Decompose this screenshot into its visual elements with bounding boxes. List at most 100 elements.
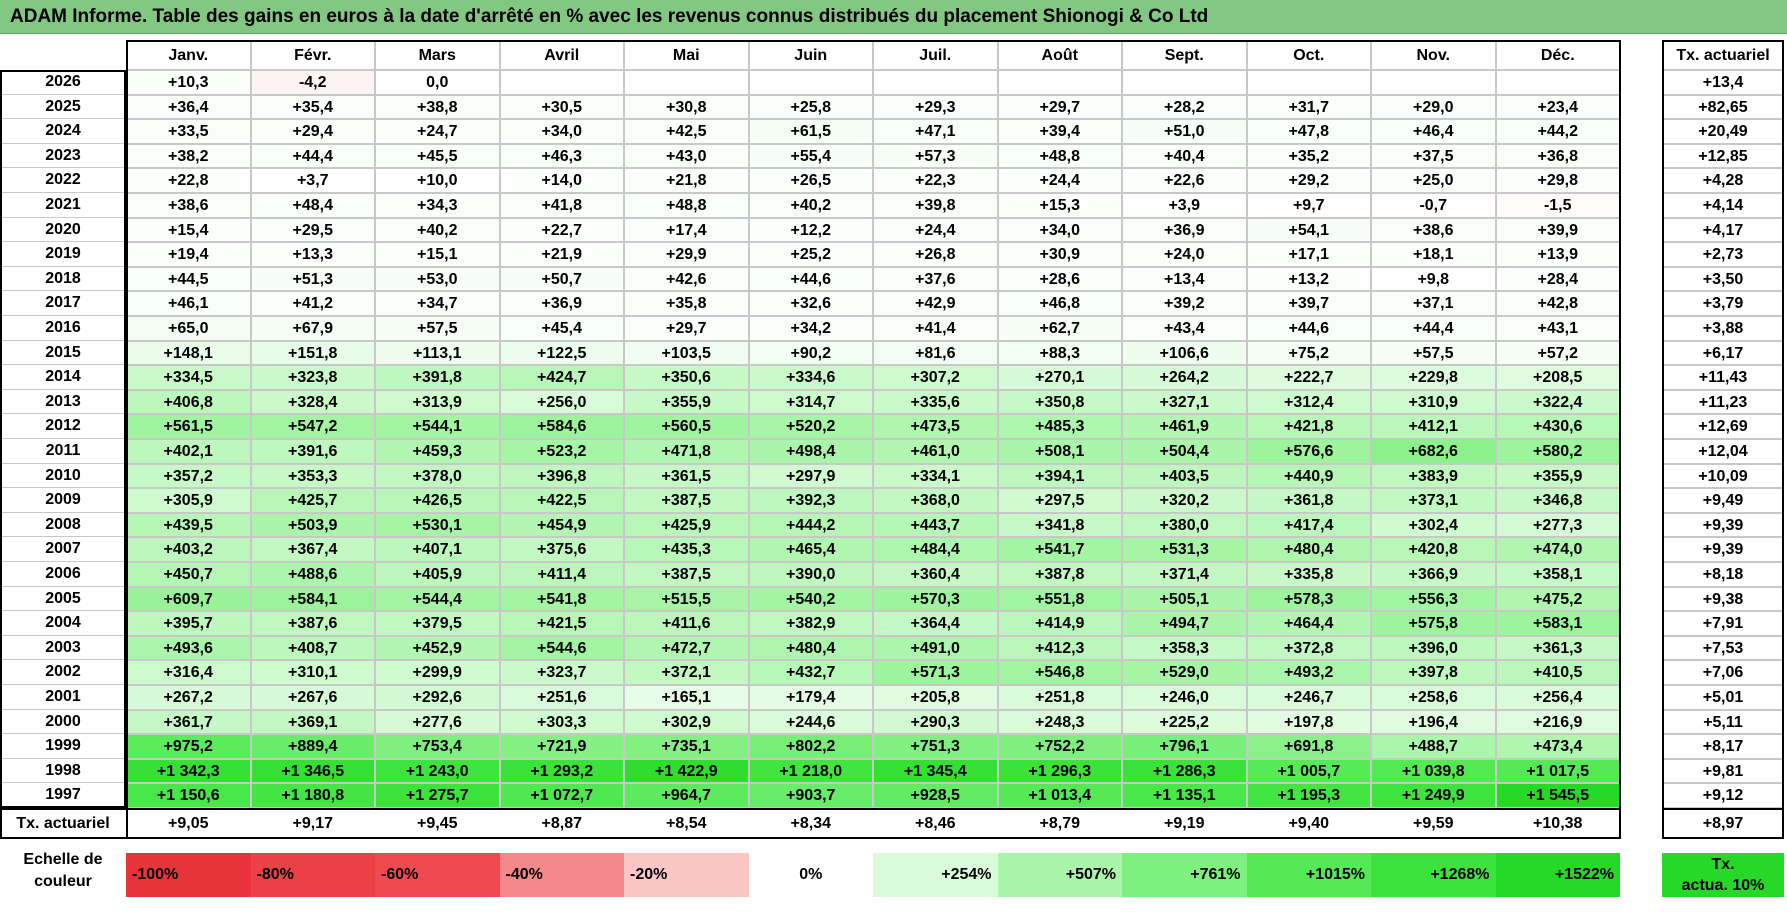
table-cell: +361,5: [624, 463, 749, 489]
table-cell: +22,6: [1122, 168, 1247, 193]
table-cell: +208,5: [1495, 365, 1620, 390]
table-cell: +403,2: [126, 537, 251, 562]
table-cell: +30,8: [624, 94, 749, 120]
table-cell: +29,5: [250, 217, 375, 243]
table-cell: +361,3: [1495, 635, 1620, 661]
month-header: Sept.: [1122, 40, 1247, 70]
table-cell: -0,7: [1371, 193, 1496, 218]
actuarial-cell: +12,85: [1662, 143, 1784, 169]
table-cell: +465,4: [748, 537, 873, 562]
table-cell: +267,2: [126, 685, 251, 710]
table-cell: +520,2: [748, 414, 873, 439]
month-header: Févr.: [250, 40, 375, 70]
table-cell: +113,1: [375, 340, 500, 366]
table-cell: +42,9: [873, 291, 998, 316]
table-cell: +691,8: [1246, 734, 1371, 759]
table-cell: +541,7: [997, 537, 1122, 562]
table-cell: +459,3: [375, 439, 500, 464]
actuarial-cell: +4,28: [1662, 168, 1784, 193]
table-cell: +391,8: [375, 365, 500, 390]
table-cell: +88,3: [997, 340, 1122, 366]
table-cell: +28,4: [1495, 266, 1620, 292]
table-cell: +197,8: [1246, 709, 1371, 735]
table-cell: +24,7: [375, 119, 500, 144]
legend-swatch: +1522%: [1495, 853, 1620, 897]
actuarial-cell: +3,50: [1662, 266, 1784, 292]
table-cell: +25,8: [748, 94, 873, 120]
table-cell: +964,7: [624, 783, 749, 808]
table-cell: +488,7: [1371, 734, 1496, 759]
year-label: 2025: [0, 95, 126, 120]
table-cell: +544,6: [499, 635, 624, 661]
table-cell: +387,6: [250, 611, 375, 636]
table-cell: +379,5: [375, 611, 500, 636]
table-cell: +244,6: [748, 709, 873, 735]
table-cell: +19,4: [126, 242, 251, 267]
table-cell: +307,2: [873, 365, 998, 390]
table-cell: +297,9: [748, 463, 873, 489]
table-cell: +303,3: [499, 709, 624, 735]
table-cell: +387,5: [624, 488, 749, 513]
table-cell: +246,0: [1122, 685, 1247, 710]
table-cell: +36,9: [499, 291, 624, 316]
table-cell: +45,4: [499, 316, 624, 341]
footer-cell: +8,79: [1039, 815, 1080, 832]
table-cell: +41,4: [873, 316, 998, 341]
table-cell: +1 072,7: [499, 783, 624, 808]
table-cell: +44,4: [1371, 316, 1496, 341]
table-cell: +24,4: [873, 217, 998, 243]
table-cell: +540,2: [748, 586, 873, 612]
legend-swatch: -40%: [499, 853, 624, 897]
table-cell: +38,6: [126, 193, 251, 218]
actuarial-cell: +5,01: [1662, 685, 1784, 710]
table-cell: +165,1: [624, 685, 749, 710]
actuarial-cell: +12,04: [1662, 439, 1784, 464]
month-header: Août: [997, 40, 1122, 70]
table-cell: +43,0: [624, 143, 749, 169]
table-cell: +480,4: [1246, 537, 1371, 562]
table-cell: +484,4: [873, 537, 998, 562]
table-cell: +491,0: [873, 635, 998, 661]
table-cell: +1 013,4: [997, 783, 1122, 808]
table-cell: +57,3: [873, 143, 998, 169]
page-title: ADAM Informe. Table des gains en euros à…: [0, 0, 1787, 34]
month-header: Juil.: [873, 40, 998, 70]
table-cell: +410,5: [1495, 660, 1620, 685]
legend-swatch: 0%: [748, 853, 873, 897]
table-cell: +335,6: [873, 389, 998, 415]
table-cell: +37,1: [1371, 291, 1496, 316]
table-cell: +584,1: [250, 586, 375, 612]
table-cell: +258,6: [1371, 685, 1496, 710]
table-cell: +61,5: [748, 119, 873, 144]
table-cell: +41,8: [499, 193, 624, 218]
table-cell: +103,5: [624, 340, 749, 366]
table-cell: +30,5: [499, 94, 624, 120]
table-cell: +889,4: [250, 734, 375, 759]
table-cell: +396,0: [1371, 635, 1496, 661]
table-cell: +216,9: [1495, 709, 1620, 735]
table-cell: +47,8: [1246, 119, 1371, 144]
table-cell: +36,9: [1122, 217, 1247, 243]
table-cell: +28,2: [1122, 94, 1247, 120]
table-cell: +328,4: [250, 389, 375, 415]
year-label: 2014: [0, 365, 126, 390]
table-cell: +222,7: [1246, 365, 1371, 390]
table-cell: +34,7: [375, 291, 500, 316]
table-cell: +12,2: [748, 217, 873, 243]
table-cell: +576,6: [1246, 439, 1371, 464]
table-cell: +81,6: [873, 340, 998, 366]
table-cell: +752,2: [997, 734, 1122, 759]
table-cell: +1 150,6: [126, 783, 251, 808]
table-cell: +560,5: [624, 414, 749, 439]
actuarial-cell: +9,49: [1662, 488, 1784, 513]
table-cell: [997, 70, 1122, 95]
table-cell: +310,9: [1371, 389, 1496, 415]
actuarial-cell: +9,39: [1662, 537, 1784, 562]
year-label: 2023: [0, 144, 126, 169]
footer-cell: +9,05: [168, 815, 209, 832]
year-label: 1997: [0, 783, 126, 808]
table-cell: +39,4: [997, 119, 1122, 144]
legend-label-line1: Echelle de: [23, 851, 103, 868]
table-cell: +391,6: [250, 439, 375, 464]
table-cell: +43,1: [1495, 316, 1620, 341]
